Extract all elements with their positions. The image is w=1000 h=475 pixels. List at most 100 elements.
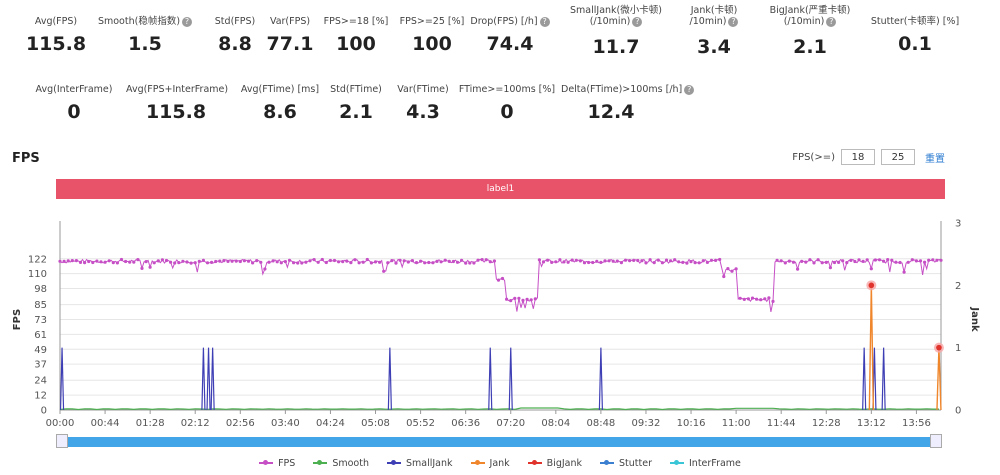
fps-point	[337, 260, 341, 264]
fps-point	[644, 261, 648, 265]
fps-point	[365, 257, 369, 262]
fps-point	[533, 297, 537, 301]
metric-label-text: SmallJank(微小卡顿)	[570, 5, 662, 16]
metric-label-text: Avg(FTime) [ms]	[240, 84, 320, 95]
metric-label: FTime>=100ms [%]	[457, 84, 557, 95]
x-tick-label: 03:40	[271, 418, 300, 429]
fps-point	[132, 260, 136, 264]
legend-item-stutter[interactable]: Stutter	[600, 458, 652, 469]
fps-point	[648, 258, 652, 262]
fps-point	[455, 260, 460, 264]
fps-point	[779, 259, 783, 263]
fps-point	[615, 259, 619, 263]
smalljank-spike	[206, 347, 211, 411]
x-tick-label: 12:28	[812, 418, 841, 429]
fps-point	[119, 257, 124, 262]
fps-point	[423, 261, 427, 265]
jank-peak	[868, 285, 875, 411]
fps-point	[541, 260, 546, 264]
legend-item-bigjank[interactable]: BigJank	[527, 458, 582, 469]
fps-point	[480, 258, 484, 262]
help-icon[interactable]: ?	[728, 16, 739, 27]
fps-point	[410, 259, 414, 263]
metric-label: Std(FPS)	[185, 16, 285, 27]
fps-point	[214, 259, 218, 264]
help-icon[interactable]: ?	[632, 16, 643, 27]
metric-2: Avg(FTime) [ms] 8.6	[230, 84, 330, 123]
legend-label: SmallJank	[405, 457, 453, 469]
legend-item-smooth[interactable]: Smooth	[313, 458, 369, 469]
metric-label-text: Std(FPS)	[214, 16, 256, 27]
fps-point	[632, 258, 636, 262]
time-range-slider[interactable]	[56, 433, 942, 449]
fps-point	[308, 259, 312, 263]
fps-point	[578, 259, 583, 263]
fps-point	[914, 259, 919, 263]
legend-item-interframe[interactable]: InterFrame	[670, 458, 741, 469]
legend-swatch	[313, 460, 328, 465]
help-icon[interactable]: ?	[182, 16, 193, 27]
bigjank-marker	[936, 344, 942, 351]
fps-point	[427, 260, 431, 265]
fps-threshold-1-input[interactable]	[841, 149, 875, 165]
fps-point	[566, 260, 570, 264]
fps-point	[160, 258, 164, 262]
fps-point	[238, 259, 242, 264]
fps-point	[468, 261, 472, 265]
x-tick-label: 07:20	[496, 418, 525, 429]
jank-peak	[936, 347, 942, 411]
metric-value: 100	[336, 33, 376, 55]
fps-point	[99, 260, 103, 264]
x-tick-label: 01:28	[136, 418, 165, 429]
metric-label: Std(FTime)	[306, 84, 406, 95]
fps-point	[275, 260, 279, 264]
fps-point	[796, 267, 800, 271]
fps-point	[197, 259, 201, 263]
x-tick-label: 09:32	[632, 418, 661, 429]
slider-right-handle[interactable]	[930, 434, 942, 448]
fps-point	[394, 261, 398, 265]
fps-point	[443, 258, 447, 262]
fps-point	[574, 258, 578, 262]
smalljank-spike	[201, 347, 206, 411]
legend-item-fps[interactable]: FPS	[259, 458, 295, 469]
legend-swatch	[386, 460, 401, 465]
metric-label: Var(FPS)	[240, 16, 340, 27]
help-icon[interactable]: ?	[684, 84, 695, 95]
fps-point	[517, 296, 521, 300]
smalljank-spike	[488, 347, 493, 411]
fps-threshold-2-input[interactable]	[881, 149, 915, 165]
x-tick-label: 13:56	[902, 418, 931, 429]
reset-button[interactable]: 重置	[925, 153, 945, 165]
label-bar[interactable]: label1	[56, 179, 945, 199]
fps-point	[882, 259, 886, 263]
fps-point	[136, 258, 140, 262]
fps-point	[210, 260, 214, 264]
fps-point	[95, 259, 99, 263]
y-tick-label: 37	[34, 360, 47, 371]
fps-point	[714, 258, 718, 262]
x-tick-label: 05:52	[406, 418, 435, 429]
fps-point	[435, 259, 439, 263]
slider-left-handle[interactable]	[56, 434, 68, 448]
y-tick-label: 61	[34, 330, 47, 341]
slider-track[interactable]	[56, 437, 942, 447]
help-icon[interactable]: ?	[539, 16, 550, 27]
fps-point	[763, 297, 767, 301]
fps-point	[222, 259, 226, 263]
metric-label-text: Smooth(稳帧指数)	[97, 16, 181, 27]
fps-point	[259, 260, 263, 264]
metric-value: 0	[500, 101, 514, 123]
fps-point	[845, 261, 849, 265]
fps-point	[570, 258, 574, 262]
fps-point	[234, 259, 238, 263]
fps-point	[148, 265, 152, 269]
fps-point	[718, 257, 722, 262]
fps-point	[869, 267, 873, 271]
help-icon[interactable]: ?	[826, 16, 837, 27]
fps-point	[103, 260, 107, 264]
fps-point	[640, 259, 644, 263]
legend-item-smalljank[interactable]: SmallJank	[386, 457, 453, 469]
fps-point	[927, 258, 931, 262]
legend-item-jank[interactable]: Jank	[470, 458, 510, 469]
